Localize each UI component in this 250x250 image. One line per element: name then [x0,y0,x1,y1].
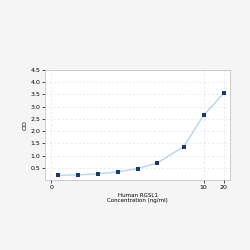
Point [136,167,140,171]
Point [182,144,186,148]
X-axis label: Human RGSL1
Concentration (ng/ml): Human RGSL1 Concentration (ng/ml) [107,193,168,203]
Point [202,113,206,117]
Point [96,172,100,176]
Point [222,92,226,96]
Point [76,173,80,177]
Point [156,161,160,165]
Point [116,170,119,174]
Y-axis label: OD: OD [22,120,28,130]
Point [56,173,60,177]
